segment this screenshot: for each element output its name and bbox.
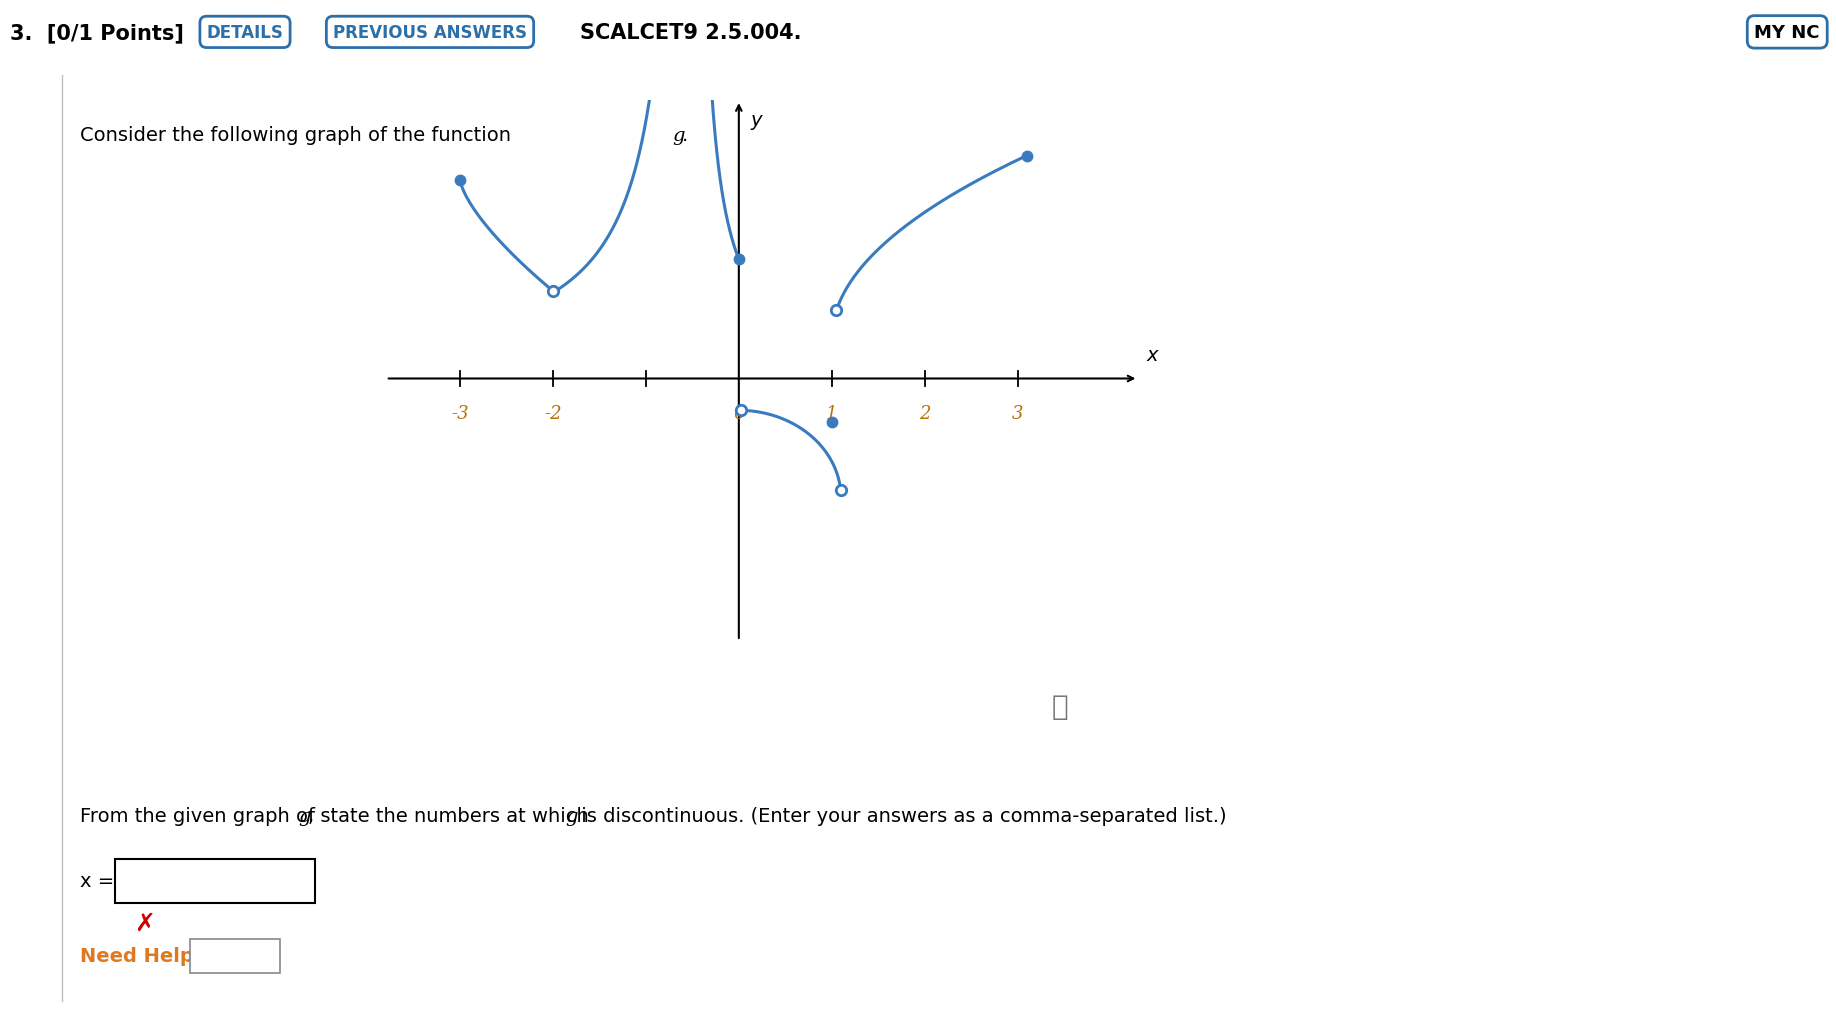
Text: g: g	[672, 126, 685, 145]
Text: , state the numbers at which: , state the numbers at which	[308, 807, 595, 825]
Text: MY NC: MY NC	[1755, 24, 1819, 41]
Text: $x$: $x$	[1146, 346, 1160, 365]
Text: ✗: ✗	[134, 911, 156, 935]
Text: DETAILS: DETAILS	[207, 24, 283, 41]
Text: Consider the following graph of the function: Consider the following graph of the func…	[81, 126, 518, 146]
Text: Need Help?: Need Help?	[81, 946, 206, 966]
Text: -3: -3	[452, 404, 468, 423]
Text: 2: 2	[918, 404, 931, 423]
Text: 3: 3	[1012, 404, 1023, 423]
Text: ⓘ: ⓘ	[1052, 692, 1069, 720]
Text: 1: 1	[826, 404, 837, 423]
Text: .: .	[681, 126, 688, 146]
Text: is discontinuous. (Enter your answers as a comma-separated list.): is discontinuous. (Enter your answers as…	[575, 807, 1226, 825]
Text: Read It: Read It	[206, 947, 264, 964]
Text: $y$: $y$	[749, 113, 764, 132]
Text: $-3,-2,-1,1,3$: $-3,-2,-1,1,3$	[119, 870, 286, 891]
FancyBboxPatch shape	[116, 859, 316, 903]
FancyBboxPatch shape	[189, 939, 281, 973]
Text: -2: -2	[543, 404, 562, 423]
Text: x =: x =	[81, 871, 114, 891]
Text: g: g	[565, 807, 578, 825]
Text: 3.  [0/1 Points]: 3. [0/1 Points]	[9, 23, 184, 42]
Text: From the given graph of: From the given graph of	[81, 807, 321, 825]
Text: 0: 0	[733, 404, 745, 423]
Text: g: g	[297, 807, 310, 825]
Text: SCALCET9 2.5.004.: SCALCET9 2.5.004.	[580, 23, 802, 42]
Text: PREVIOUS ANSWERS: PREVIOUS ANSWERS	[332, 24, 527, 41]
